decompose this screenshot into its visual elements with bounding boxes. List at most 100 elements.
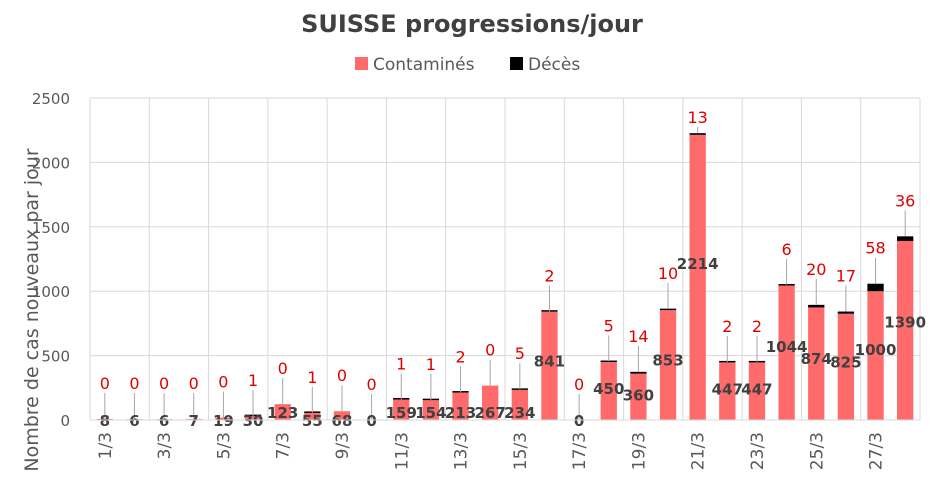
bar-contamines — [719, 362, 736, 420]
data-label-deces: 36 — [895, 191, 915, 210]
x-tick-label: 21/3 — [689, 432, 709, 470]
data-label-deces: 58 — [865, 239, 885, 258]
bar-deces — [837, 311, 855, 314]
data-label-deces: 0 — [159, 374, 169, 393]
x-tick-label: 23/3 — [748, 432, 768, 470]
bar-contamines — [659, 310, 677, 420]
data-label-contamines: 154 — [415, 404, 446, 422]
data-label-contamines: 159 — [386, 404, 417, 422]
y-tick-label: 1000 — [32, 283, 70, 301]
bar-contamines — [96, 418, 113, 420]
bar-contamines — [304, 412, 321, 420]
data-label-contamines: 30 — [243, 412, 264, 430]
chart-title: SUISSE progressions/jour — [301, 10, 643, 38]
data-label-contamines: 853 — [652, 352, 683, 370]
data-label-deces: 1 — [307, 368, 317, 387]
data-label-contamines: 2214 — [677, 255, 719, 273]
data-label-contamines: 68 — [332, 412, 353, 430]
data-label-deces: 0 — [485, 341, 495, 360]
data-label-contamines: 123 — [267, 404, 298, 422]
data-label-contamines: 6 — [129, 412, 139, 430]
bar-deces — [808, 304, 825, 308]
data-label-contamines: 213 — [445, 404, 476, 422]
data-label-deces: 0 — [189, 374, 199, 393]
y-tick-label: 0 — [60, 412, 70, 430]
data-label-contamines: 267 — [475, 404, 506, 422]
data-label-contamines: 874 — [801, 350, 832, 368]
leader-lines — [104, 127, 906, 420]
data-label-contamines: 19 — [213, 412, 234, 430]
data-label-deces: 2 — [544, 266, 554, 285]
y-axis-label: Nombre de cas nouveaux par jour — [21, 148, 43, 471]
data-label-deces: 1 — [396, 354, 406, 373]
data-label-deces: 0 — [367, 375, 377, 394]
bar-contamines — [393, 399, 410, 420]
data-label-deces: 13 — [687, 108, 707, 127]
bar-contamines — [689, 134, 706, 421]
bar-contamines — [808, 307, 825, 420]
bar-deces — [689, 133, 706, 135]
x-tick-label: 15/3 — [511, 432, 531, 470]
data-label-deces: 0 — [129, 374, 139, 393]
data-label-contamines: 7 — [189, 412, 199, 430]
y-tick-label: 1500 — [32, 219, 70, 237]
data-label-deces: 2 — [722, 317, 732, 336]
x-tick-label: 7/3 — [274, 432, 294, 459]
bar-contamines — [482, 385, 499, 420]
data-label-deces: 0 — [337, 366, 347, 385]
bar-contamines — [244, 416, 262, 420]
data-label-deces: 1 — [426, 355, 436, 374]
data-label-contamines: 841 — [534, 352, 565, 370]
data-labels: 8060607019030112305516800015911541213226… — [100, 108, 926, 430]
data-label-deces: 5 — [604, 316, 614, 335]
data-label-contamines: 447 — [741, 380, 772, 398]
x-tick-label: 9/3 — [333, 432, 353, 459]
x-tick-label: 13/3 — [452, 432, 472, 470]
bar-contamines — [333, 411, 351, 420]
x-tick-label: 19/3 — [629, 432, 649, 470]
x-ticks: 1/3 3/3 5/3 7/3 9/3 11/3 13/3 15/3 17/3 19/3 21/3 2… — [96, 432, 887, 470]
data-label-deces: 6 — [782, 240, 792, 259]
data-label-deces: 10 — [658, 264, 678, 283]
data-label-contamines: 55 — [302, 412, 323, 430]
data-label-contamines: 1044 — [766, 338, 808, 356]
data-label-deces: 2 — [752, 317, 762, 336]
data-label-contamines: 234 — [504, 404, 535, 422]
bar-deces — [630, 371, 647, 374]
y-ticks: 0 500 1000 1500 2000 2500 — [32, 90, 70, 430]
data-label-deces: 14 — [628, 327, 648, 346]
y-tick-label: 2500 — [32, 90, 70, 108]
bar-deces — [659, 308, 677, 311]
x-tick-label: 1/3 — [96, 432, 116, 459]
data-label-contamines: 1390 — [884, 314, 926, 332]
bar-contamines — [897, 240, 914, 420]
data-label-deces: 5 — [515, 344, 525, 363]
data-label-contamines: 0 — [574, 412, 584, 430]
x-tick-label: 11/3 — [392, 432, 412, 470]
data-label-deces: 0 — [100, 374, 110, 393]
bar-contamines — [422, 400, 440, 420]
legend: Contaminés Décès — [355, 55, 580, 75]
bar-contamines — [778, 285, 795, 420]
legend-swatch-contamines — [355, 57, 368, 70]
data-label-contamines: 0 — [366, 412, 376, 430]
data-label-contamines: 450 — [593, 380, 624, 398]
data-label-contamines: 447 — [712, 380, 743, 398]
bar-contamines — [748, 362, 766, 420]
data-label-deces: 0 — [218, 373, 228, 392]
grid — [89, 97, 921, 421]
data-label-deces: 0 — [574, 375, 584, 394]
x-tick-label: 27/3 — [867, 432, 887, 470]
data-label-deces: 0 — [278, 359, 288, 378]
bar-deces — [778, 284, 795, 286]
bar-contamines — [511, 389, 528, 420]
x-tick-label: 3/3 — [155, 432, 175, 459]
data-label-deces: 17 — [836, 267, 856, 286]
data-label-contamines: 1000 — [855, 341, 897, 359]
bar-contamines — [630, 373, 647, 420]
legend-label-deces: Décès — [528, 55, 580, 75]
bar-contamines — [274, 404, 291, 420]
bar-contamines — [215, 417, 232, 420]
bar-contamines — [600, 362, 617, 420]
